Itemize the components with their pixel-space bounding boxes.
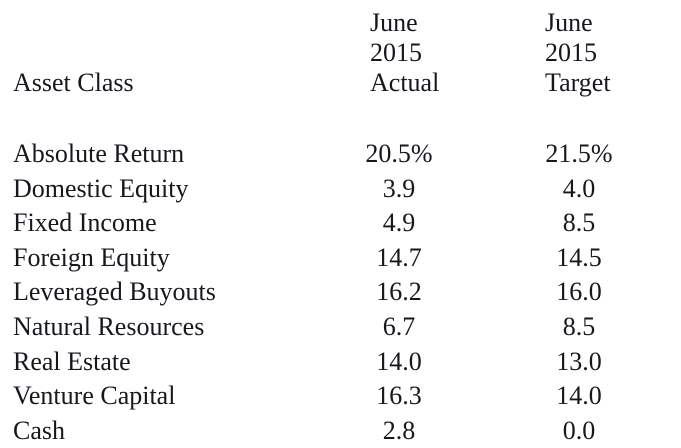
table-row: Fixed Income 4.9 8.5 <box>13 206 668 241</box>
asset-class-label: Venture Capital <box>13 381 176 411</box>
document-page: Asset Class June 2015 Actual June 2015 T… <box>13 8 613 445</box>
column-gap <box>464 8 514 98</box>
actual-value: 3.9 <box>382 173 416 203</box>
target-value: 14.5 <box>556 242 602 272</box>
header-actual-line2: Actual <box>370 68 440 97</box>
asset-class-label: Absolute Return <box>13 139 185 168</box>
actual-value: 14.0 <box>376 346 422 376</box>
table-body: Absolute Return 20.5% 21.5% Domestic Equ… <box>13 137 668 448</box>
table-row: Absolute Return 20.5% 21.5% <box>13 137 668 172</box>
asset-allocation-table: Asset Class June 2015 Actual June 2015 T… <box>13 8 668 448</box>
actual-value: 2.8 <box>382 415 416 445</box>
table-row: Real Estate 14.0 13.0 <box>13 345 668 380</box>
header-actual: June 2015 Actual <box>334 8 464 98</box>
table-row: Natural Resources 6.7 8.5 <box>13 310 668 345</box>
table-row: Foreign Equity 14.7 14.5 <box>13 241 668 276</box>
header-target: June 2015 Target <box>514 8 644 98</box>
actual-value: 20.5% <box>365 139 433 168</box>
header-target-line1: June 2015 <box>545 8 597 67</box>
asset-class-label: Natural Resources <box>13 311 205 341</box>
target-value: 14.0 <box>556 381 602 411</box>
asset-class-label: Domestic Equity <box>13 173 189 203</box>
header-target-line2: Target <box>545 68 611 97</box>
actual-value: 4.9 <box>382 208 416 238</box>
actual-value: 16.2 <box>376 277 422 307</box>
actual-value: 16.3 <box>376 381 422 411</box>
table-row: Domestic Equity 3.9 4.0 <box>13 172 668 207</box>
asset-class-label: Fixed Income <box>13 208 157 238</box>
asset-class-label: Foreign Equity <box>13 242 170 272</box>
actual-value: 14.7 <box>376 242 422 272</box>
table-header-row: Asset Class June 2015 Actual June 2015 T… <box>13 8 668 98</box>
asset-class-label: Leveraged Buyouts <box>13 277 216 307</box>
target-value: 16.0 <box>556 277 602 307</box>
asset-class-label: Cash <box>13 415 65 445</box>
target-value: 0.0 <box>562 415 596 445</box>
table-row: Venture Capital 16.3 14.0 <box>13 379 668 414</box>
target-value: 4.0 <box>562 173 596 203</box>
target-value: 8.5 <box>562 208 596 238</box>
header-actual-line1: June 2015 <box>370 8 422 67</box>
asset-class-label: Real Estate <box>13 346 131 376</box>
target-value: 13.0 <box>556 346 602 376</box>
table-row: Cash 2.8 0.0 <box>13 414 668 448</box>
target-value: 21.5% <box>545 139 613 168</box>
header-asset-class: Asset Class <box>13 68 134 97</box>
table-row: Leveraged Buyouts 16.2 16.0 <box>13 275 668 310</box>
actual-value: 6.7 <box>382 311 416 341</box>
target-value: 8.5 <box>562 311 596 341</box>
